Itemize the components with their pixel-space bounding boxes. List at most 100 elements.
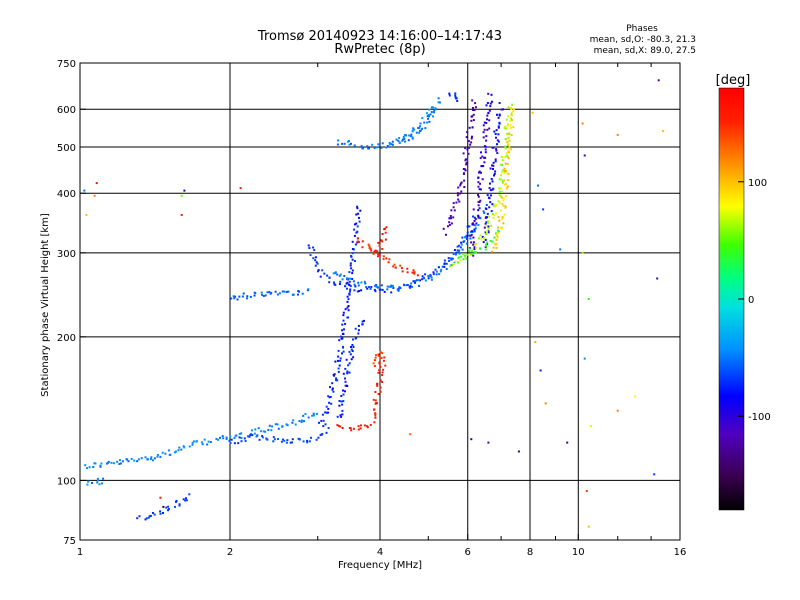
data-point <box>581 122 584 125</box>
data-point <box>399 264 402 267</box>
data-point <box>349 264 352 267</box>
data-point <box>306 439 309 442</box>
data-point <box>374 399 377 402</box>
data-point <box>437 97 440 100</box>
data-point <box>583 357 586 360</box>
data-point <box>424 279 427 282</box>
data-point <box>315 438 318 441</box>
data-point <box>424 127 427 130</box>
data-point <box>472 223 475 226</box>
data-point <box>340 335 343 338</box>
data-point <box>355 222 358 225</box>
data-point <box>491 188 494 191</box>
data-point <box>421 127 424 130</box>
data-point <box>339 414 342 417</box>
data-point <box>182 445 185 448</box>
data-point <box>357 329 360 332</box>
data-point <box>207 440 210 443</box>
data-point <box>292 293 295 296</box>
data-point <box>451 263 454 266</box>
data-point <box>398 286 401 289</box>
data-point <box>483 236 486 239</box>
data-point <box>393 263 396 266</box>
data-point <box>479 234 482 237</box>
data-point <box>346 295 349 298</box>
data-point <box>490 178 493 180</box>
data-point <box>349 353 352 356</box>
data-point <box>465 163 468 166</box>
data-point <box>468 146 470 149</box>
data-point <box>463 168 466 171</box>
data-point <box>274 423 277 426</box>
data-point <box>448 259 451 262</box>
data-point <box>485 244 487 247</box>
data-point <box>268 424 271 427</box>
x-tick-label: 4 <box>377 547 383 558</box>
data-point <box>332 390 335 393</box>
data-point <box>452 216 455 219</box>
data-point <box>487 221 490 224</box>
data-point <box>427 114 430 117</box>
data-point <box>414 281 416 284</box>
data-point <box>330 402 333 405</box>
data-point <box>453 252 456 255</box>
data-point <box>504 145 507 148</box>
data-point <box>149 457 152 460</box>
data-point <box>466 253 469 256</box>
data-point <box>480 238 483 241</box>
data-point <box>478 171 480 174</box>
data-point <box>474 218 477 221</box>
data-point <box>459 184 462 187</box>
data-point <box>483 145 486 148</box>
data-point <box>496 235 499 237</box>
data-point <box>247 435 250 438</box>
data-point <box>183 189 186 192</box>
data-point <box>355 231 358 234</box>
data-point <box>338 274 341 277</box>
data-point <box>478 188 481 191</box>
data-point <box>493 172 496 175</box>
data-point <box>497 133 500 136</box>
data-point <box>110 461 113 464</box>
data-point <box>341 332 344 335</box>
data-point <box>200 441 203 444</box>
data-point <box>504 147 507 150</box>
data-point <box>442 227 445 230</box>
data-point <box>93 194 96 197</box>
data-point <box>504 138 507 141</box>
data-point <box>151 459 154 462</box>
data-point <box>242 292 245 295</box>
data-point <box>471 252 474 255</box>
data-point <box>100 462 103 465</box>
data-point <box>422 276 425 279</box>
data-point <box>501 179 504 182</box>
data-point <box>350 358 353 361</box>
data-point <box>491 250 494 253</box>
data-point <box>377 253 380 256</box>
data-point <box>361 246 364 249</box>
data-point <box>488 119 491 122</box>
data-point <box>466 225 469 228</box>
data-point <box>337 349 340 352</box>
data-point <box>462 258 465 261</box>
data-point <box>473 228 476 231</box>
data-point <box>455 201 458 204</box>
colorbar: [deg] 100 0 -100 <box>716 73 771 511</box>
data-point <box>507 157 510 160</box>
data-point <box>159 496 162 499</box>
data-point <box>493 236 496 239</box>
data-point <box>167 509 169 512</box>
data-point <box>496 236 499 239</box>
data-point <box>379 288 382 291</box>
data-point <box>344 380 347 383</box>
data-point <box>390 284 393 287</box>
data-point <box>162 512 164 514</box>
data-point <box>314 256 317 259</box>
data-point <box>483 128 486 131</box>
data-point <box>343 328 345 331</box>
data-point <box>411 285 414 288</box>
data-point <box>367 243 370 246</box>
data-point <box>489 201 492 204</box>
data-point <box>300 421 303 423</box>
data-point <box>495 148 498 151</box>
